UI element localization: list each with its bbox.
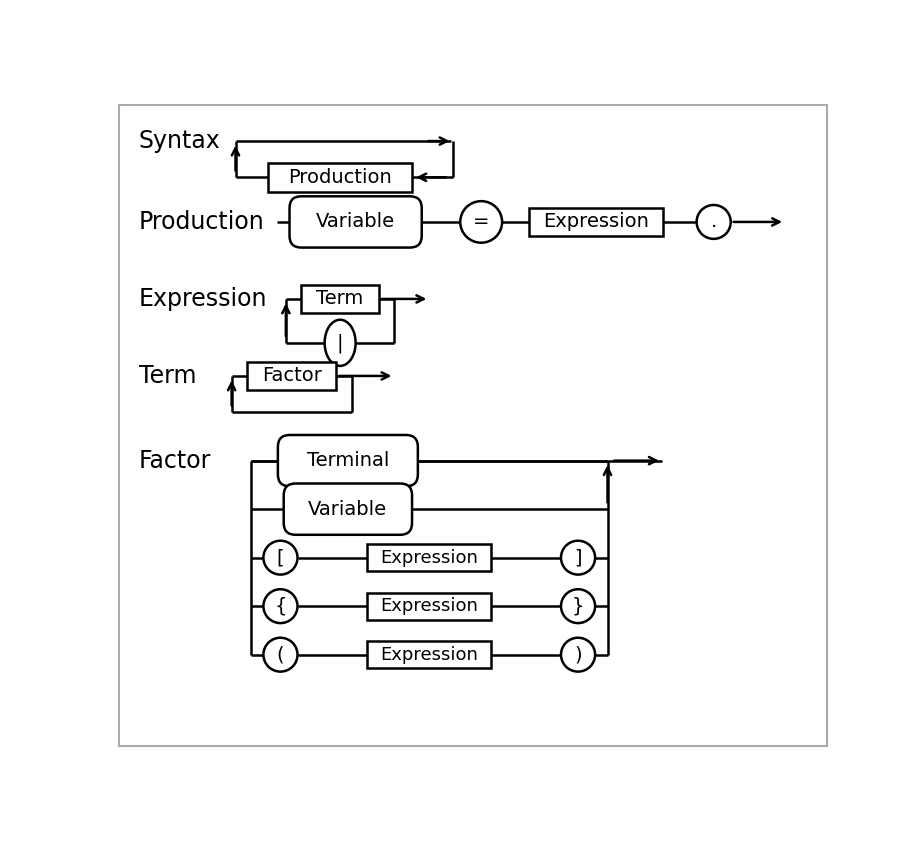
Text: ]: ] (574, 548, 581, 568)
FancyBboxPatch shape (290, 196, 422, 248)
Text: Term: Term (317, 290, 364, 308)
Text: Expression: Expression (138, 287, 267, 311)
Text: Factor: Factor (138, 449, 211, 472)
FancyBboxPatch shape (529, 208, 663, 236)
Circle shape (561, 541, 595, 574)
Ellipse shape (325, 320, 355, 366)
Circle shape (263, 541, 297, 574)
FancyBboxPatch shape (367, 593, 491, 620)
Text: .: . (711, 212, 717, 232)
Text: [: [ (277, 548, 284, 568)
FancyBboxPatch shape (269, 163, 412, 191)
Text: Production: Production (288, 168, 392, 187)
Text: (: ( (277, 645, 284, 664)
Text: Terminal: Terminal (306, 451, 390, 470)
Text: }: } (572, 597, 584, 616)
Text: Expression: Expression (380, 646, 478, 663)
Circle shape (263, 589, 297, 623)
Text: Expression: Expression (380, 597, 478, 616)
Text: Production: Production (138, 210, 264, 234)
Circle shape (561, 589, 595, 623)
Text: Term: Term (138, 364, 196, 388)
Text: {: { (274, 597, 287, 616)
FancyBboxPatch shape (302, 285, 378, 312)
Text: Variable: Variable (308, 499, 388, 519)
FancyBboxPatch shape (283, 483, 412, 535)
Text: Expression: Expression (380, 549, 478, 567)
Circle shape (263, 637, 297, 672)
Text: Variable: Variable (316, 212, 395, 232)
FancyBboxPatch shape (367, 544, 491, 571)
FancyBboxPatch shape (247, 362, 336, 390)
Text: |: | (337, 333, 343, 353)
Circle shape (561, 637, 595, 672)
Text: Syntax: Syntax (138, 129, 221, 153)
Text: Expression: Expression (543, 212, 649, 232)
Text: =: = (473, 212, 489, 232)
FancyBboxPatch shape (367, 642, 491, 669)
FancyBboxPatch shape (278, 435, 418, 487)
Circle shape (697, 205, 731, 239)
Text: ): ) (574, 645, 581, 664)
Circle shape (461, 201, 502, 242)
Text: Factor: Factor (262, 366, 321, 386)
